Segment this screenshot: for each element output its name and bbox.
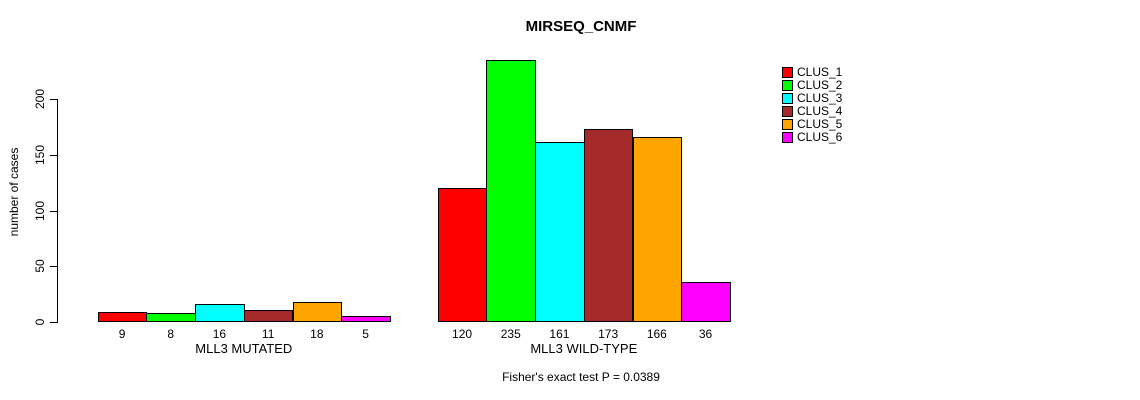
bar-value-label: 173	[598, 327, 619, 341]
legend-item: CLUS_5	[782, 118, 842, 131]
y-tick	[50, 266, 58, 268]
y-tick-label: 50	[33, 259, 47, 273]
y-tick	[50, 210, 58, 212]
bar-value-label: 16	[212, 327, 227, 341]
bar	[146, 313, 197, 322]
bar-value-label: 36	[698, 327, 713, 341]
legend-item: CLUS_1	[782, 66, 842, 79]
legend-label: CLUS_4	[797, 104, 843, 118]
bar	[535, 142, 585, 322]
group-label: MLL3 MUTATED	[195, 341, 293, 356]
bar	[437, 188, 488, 322]
bar	[486, 59, 537, 322]
bar-value-label: 18	[310, 327, 324, 341]
legend-item: CLUS_2	[782, 79, 842, 92]
bar-value-label: 235	[500, 327, 521, 341]
legend-label: CLUS_5	[797, 117, 843, 131]
y-axis-label: number of cases	[7, 147, 21, 237]
y-tick-label: 100	[33, 200, 47, 221]
bar	[632, 136, 683, 322]
legend-label: CLUS_3	[797, 91, 843, 105]
legend-swatch-icon	[782, 106, 793, 117]
y-tick	[50, 322, 58, 323]
legend-item: CLUS_4	[782, 105, 842, 118]
legend-swatch-icon	[782, 67, 793, 78]
y-tick-label: 200	[33, 88, 47, 110]
y-tick	[50, 154, 58, 156]
legend-item: CLUS_6	[782, 131, 842, 144]
caption: Fisher's exact test P = 0.0389	[502, 370, 660, 384]
bar-value-label: 11	[261, 327, 275, 341]
legend-item: CLUS_3	[782, 92, 842, 105]
legend-label: CLUS_2	[797, 78, 843, 92]
legend-label: CLUS_6	[797, 130, 843, 144]
bar	[292, 301, 343, 322]
y-tick-label: 150	[33, 144, 47, 165]
legend-swatch-icon	[782, 93, 793, 104]
bar-value-label: 8	[167, 327, 175, 341]
bar-value-label: 120	[452, 327, 473, 341]
legend: CLUS_1 CLUS_2 CLUS_3 CLUS_4 CLUS_5 CLUS_6	[782, 66, 842, 144]
bar	[243, 309, 294, 322]
bar-value-label: 166	[646, 327, 667, 341]
bar	[681, 281, 731, 322]
chart-title: MIRSEQ_CNMF	[525, 18, 637, 35]
bar	[97, 311, 148, 322]
bar-value-label: 5	[362, 327, 369, 341]
y-tick-label: 0	[33, 318, 47, 326]
bar-value-label: 161	[549, 327, 570, 341]
legend-swatch-icon	[782, 132, 793, 143]
y-tick	[50, 99, 58, 100]
bar	[583, 129, 634, 322]
group-label: MLL3 WILD-TYPE	[530, 341, 638, 356]
legend-label: CLUS_1	[797, 65, 843, 79]
legend-swatch-icon	[782, 119, 793, 130]
bar	[195, 304, 245, 322]
bar	[341, 316, 391, 322]
bar-value-label: 9	[118, 327, 126, 341]
legend-swatch-icon	[782, 80, 793, 91]
